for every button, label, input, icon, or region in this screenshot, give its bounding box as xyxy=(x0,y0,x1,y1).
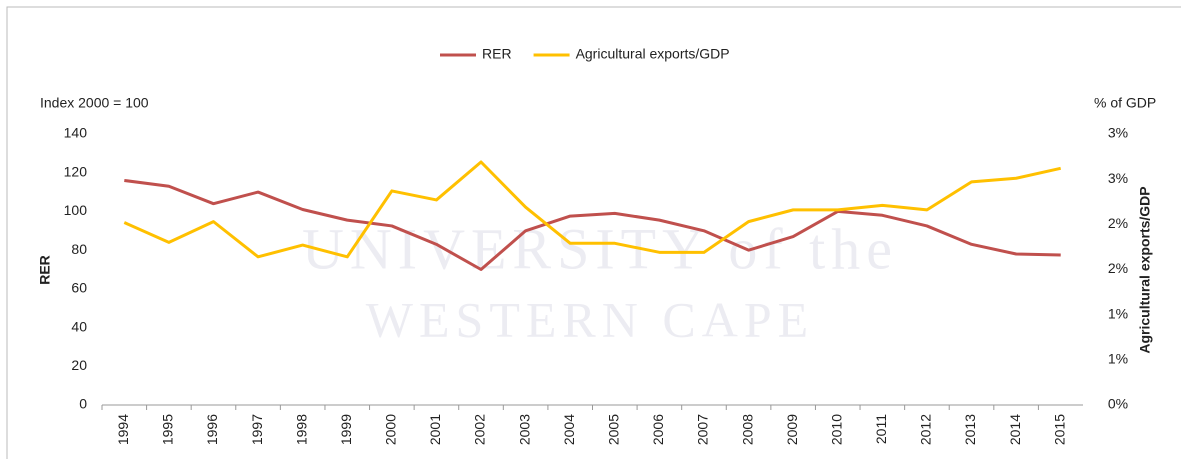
y2-tick-label: 1% xyxy=(1108,351,1128,367)
y2-tick-label: 3% xyxy=(1108,125,1128,141)
x-tick-label: 1997 xyxy=(249,414,265,445)
y2-tick-label: 2% xyxy=(1108,260,1128,276)
watermark: UNIVERSITY of the xyxy=(302,216,898,281)
x-tick-label: 2010 xyxy=(828,414,844,445)
y2-tick-label: 3% xyxy=(1108,170,1128,186)
y-tick-label: 100 xyxy=(64,202,88,218)
x-tick-label: 2008 xyxy=(739,414,755,445)
y-unit-label: Index 2000 = 100 xyxy=(40,95,149,111)
y2-tick-label: 0% xyxy=(1108,396,1128,412)
y-tick-label: 140 xyxy=(64,125,88,141)
x-tick-label: 2007 xyxy=(695,414,711,445)
x-tick-label: 1998 xyxy=(293,414,309,445)
y2-tick-label: 1% xyxy=(1108,305,1128,321)
x-tick-label: 2002 xyxy=(472,414,488,445)
x-tick-label: 2000 xyxy=(383,414,399,445)
chart-border xyxy=(6,6,1181,459)
legend-label: Agricultural exports/GDP xyxy=(576,46,730,62)
x-tick-label: 2005 xyxy=(605,414,621,445)
y-tick-label: 120 xyxy=(64,163,88,179)
x-tick-label: 1999 xyxy=(338,414,354,445)
y-axis-title: RER xyxy=(37,255,53,285)
y-tick-label: 0 xyxy=(79,396,87,412)
x-tick-label: 2004 xyxy=(561,414,577,445)
series-line xyxy=(124,178,1061,271)
y-tick-label: 20 xyxy=(71,357,87,373)
y2-axis-title: Agricultural exports/GDP xyxy=(1137,186,1153,353)
x-tick-label: 2012 xyxy=(918,414,934,445)
x-tick-label: 2014 xyxy=(1007,414,1023,445)
x-tick-label: 2006 xyxy=(650,414,666,445)
y-tick-label: 60 xyxy=(71,280,87,296)
x-tick-label: 1995 xyxy=(160,414,176,445)
watermark: WESTERN CAPE xyxy=(366,291,814,347)
y2-unit-label: % of GDP xyxy=(1094,95,1156,111)
x-tick-label: 2011 xyxy=(873,414,889,444)
y2-tick-label: 2% xyxy=(1108,215,1128,231)
x-tick-label: 2001 xyxy=(427,414,443,445)
series-line xyxy=(123,160,1062,259)
x-tick-label: 2003 xyxy=(516,414,532,445)
x-tick-label: 2013 xyxy=(962,414,978,445)
x-tick-label: 1996 xyxy=(204,414,220,445)
x-tick-label: 2009 xyxy=(784,414,800,445)
x-tick-label: 2015 xyxy=(1051,414,1067,445)
x-tick-label: 1994 xyxy=(115,414,131,445)
y-tick-label: 40 xyxy=(71,318,87,334)
y-tick-label: 80 xyxy=(71,241,87,257)
legend-label: RER xyxy=(482,46,512,62)
